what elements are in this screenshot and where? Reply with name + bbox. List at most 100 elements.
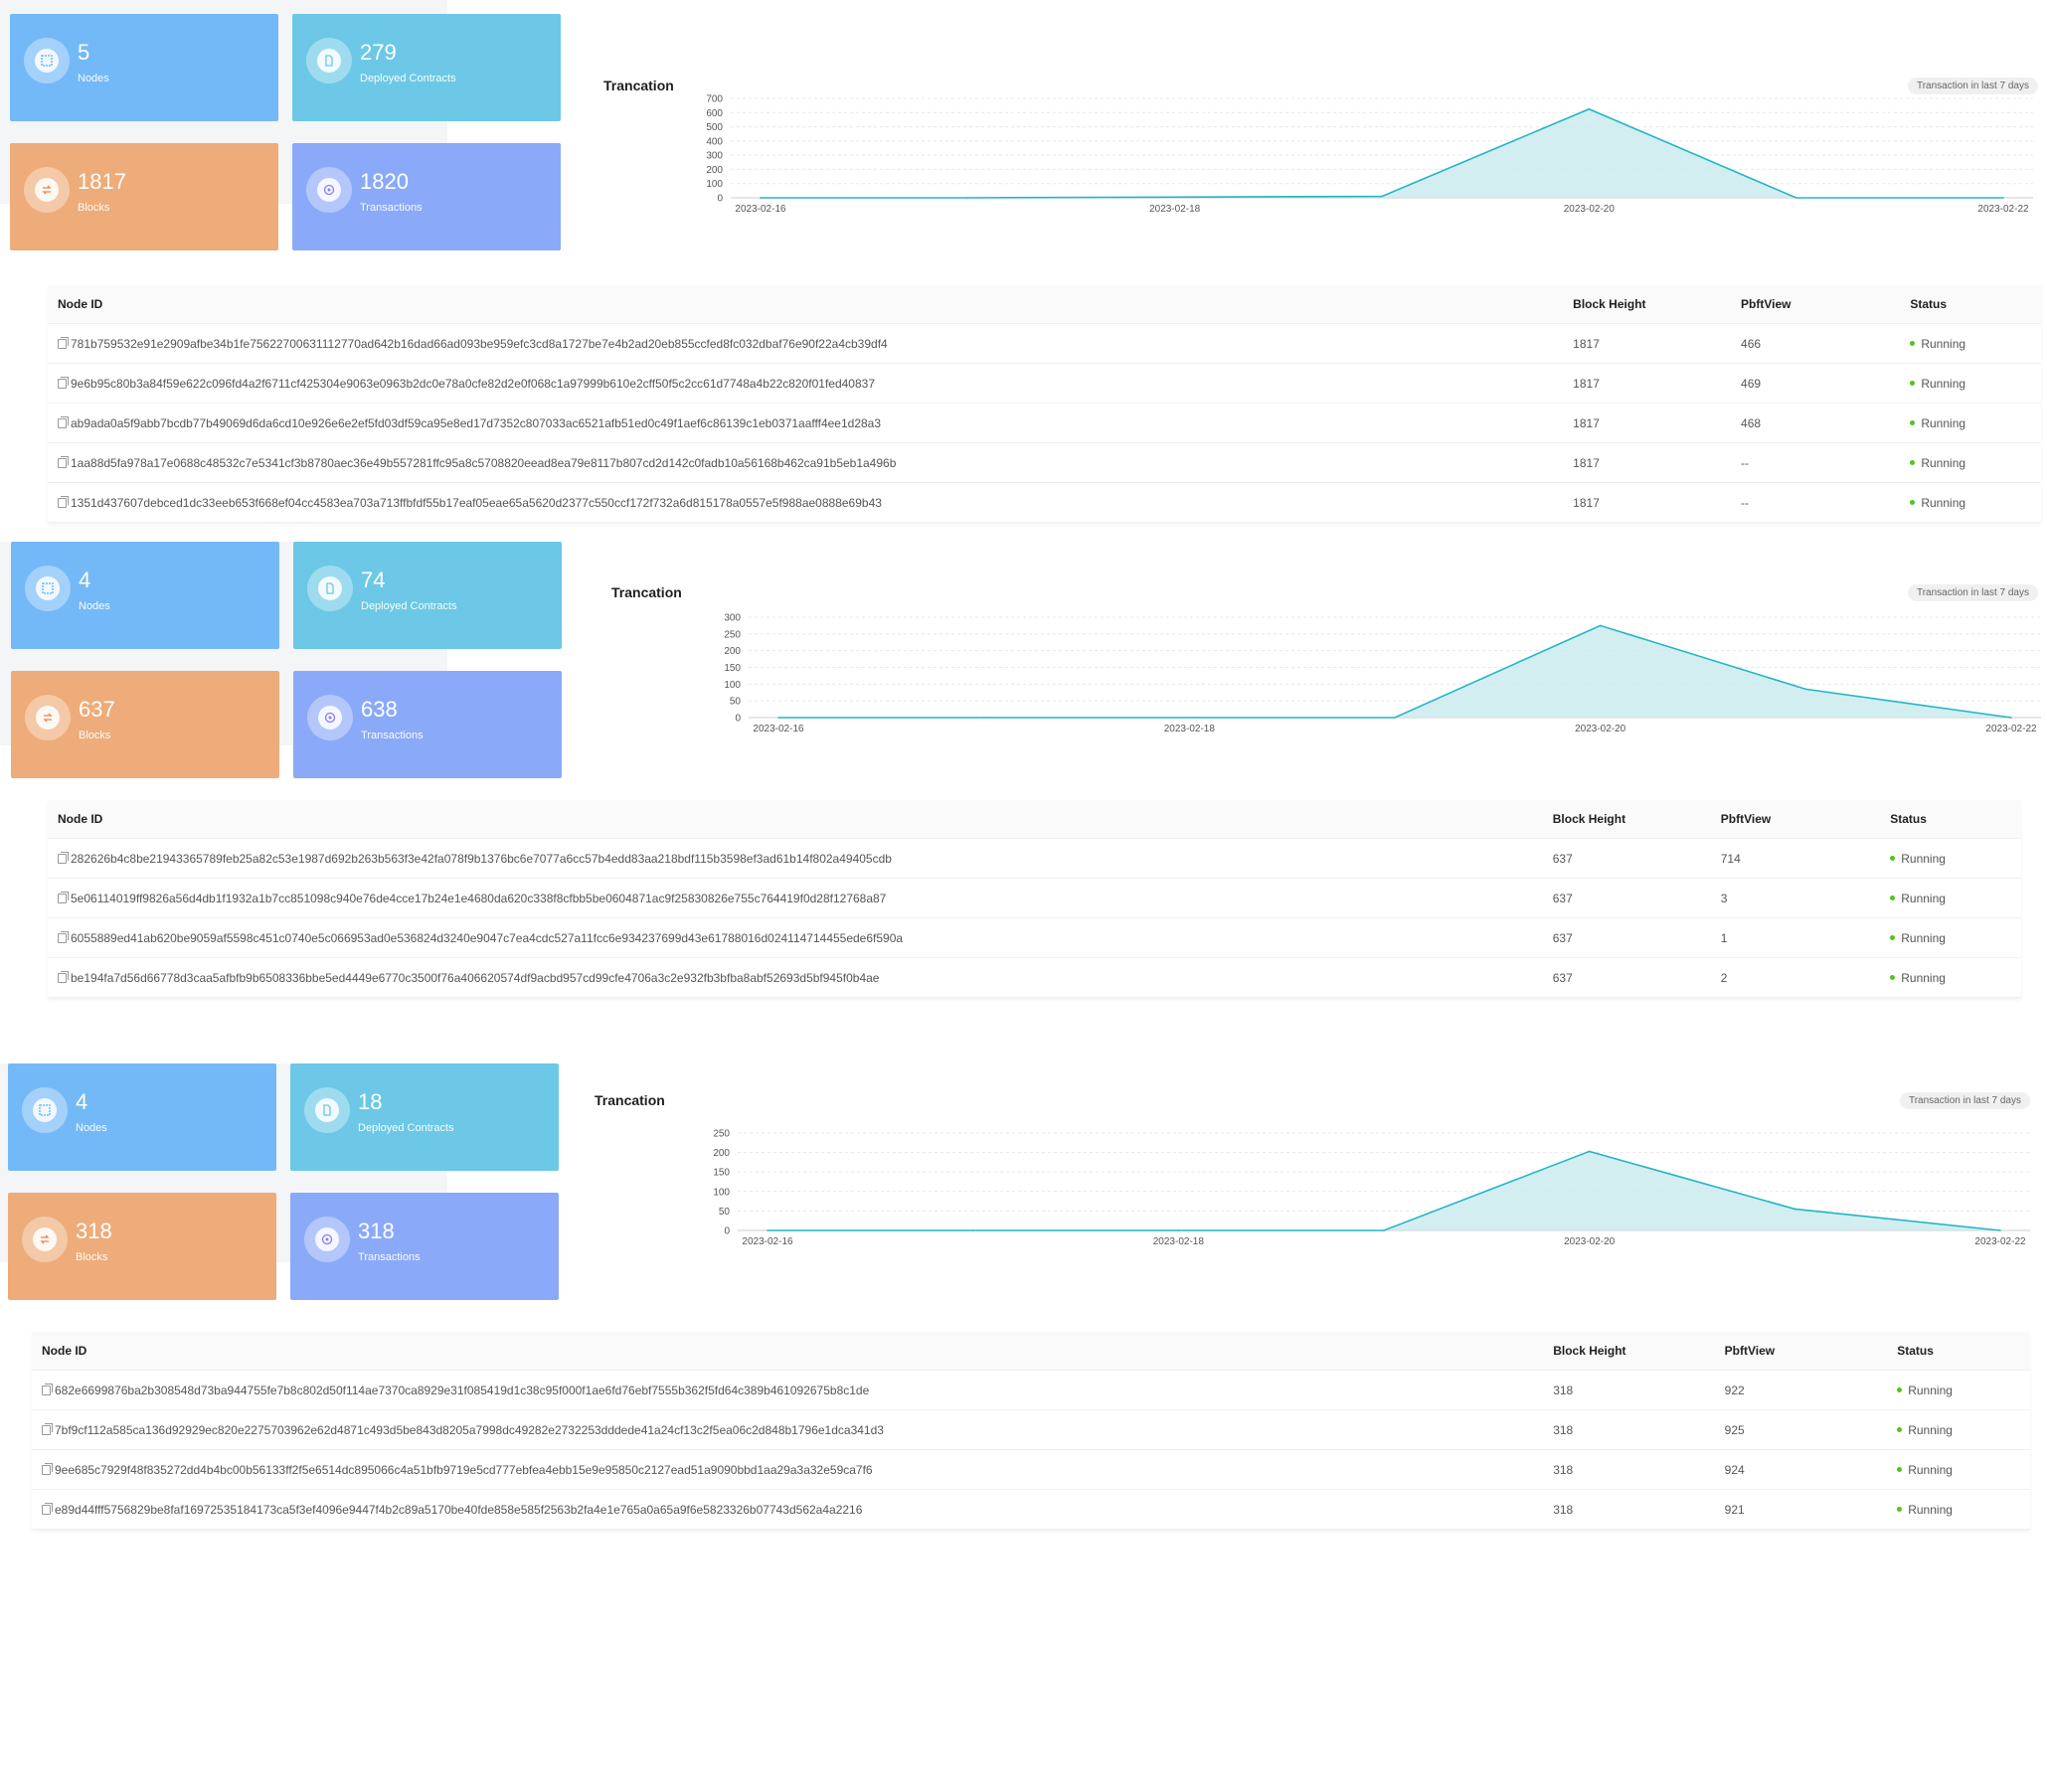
copy-icon[interactable]: [58, 891, 69, 903]
node-id-text: 682e6699876ba2b308548d73ba944755fe7b8c80…: [55, 1383, 870, 1397]
status-text: Running: [1908, 1462, 1953, 1477]
node-id-cell: e89d44fff5756829be8faf16972535184173ca5f…: [32, 1489, 1544, 1530]
table-row[interactable]: 9ee685c7929f48f835272dd4b4bc00b56133ff2f…: [32, 1449, 2030, 1490]
transactions-card: 1820 Transactions: [292, 143, 561, 250]
x-tick-label: 2023-02-18: [1164, 724, 1216, 734]
contract-icon: [318, 576, 342, 600]
network-section: 5 Nodes 279 Deployed Contracts 1817 Bloc…: [0, 0, 2047, 523]
pbft-view-cell: 921: [1714, 1489, 1888, 1530]
copy-icon[interactable]: [42, 1422, 53, 1435]
status-dot-icon: [1910, 499, 1916, 505]
copy-icon[interactable]: [58, 495, 69, 508]
y-tick-label: 200: [713, 1148, 730, 1159]
x-tick-label: 2023-02-16: [753, 724, 804, 734]
table-row[interactable]: 682e6699876ba2b308548d73ba944755fe7b8c80…: [32, 1370, 2030, 1410]
status-cell: Running: [1900, 323, 2041, 364]
nodes-icon: [35, 49, 59, 73]
status-cell: Running: [1880, 838, 2021, 879]
copy-icon[interactable]: [58, 376, 69, 389]
node-id-cell: 9ee685c7929f48f835272dd4b4bc00b56133ff2f…: [32, 1449, 1544, 1490]
nodes-label: Nodes: [76, 1122, 107, 1134]
x-tick-label: 2023-02-18: [1149, 204, 1201, 215]
data-point: [1588, 1150, 1591, 1153]
status-text: Running: [1921, 415, 1966, 430]
copy-icon[interactable]: [58, 851, 69, 864]
node-id-text: 7bf9cf112a585ca136d92929ec820e2275703962…: [55, 1422, 884, 1437]
pbft-view-cell: 466: [1731, 323, 1901, 364]
x-tick-label: 2023-02-20: [1564, 204, 1616, 215]
status-dot-icon: [1910, 419, 1916, 425]
contract-icon: [317, 49, 341, 73]
series-line: [761, 107, 2003, 199]
copy-icon[interactable]: [58, 336, 69, 349]
y-tick-label: 300: [706, 151, 723, 162]
y-tick-label: 200: [724, 646, 741, 657]
blocks-card: 637 Blocks: [11, 671, 279, 778]
table-row[interactable]: 781b759532e91e2909afbe34b1fe756227006311…: [48, 323, 2041, 364]
y-tick-label: 200: [706, 165, 723, 176]
status-dot-icon: [1897, 1426, 1903, 1432]
table-row[interactable]: 282626b4c8be21943365789feb25a82c53e1987d…: [48, 838, 2021, 879]
blocks-card: 318 Blocks: [8, 1193, 276, 1300]
block-height-cell: 1817: [1563, 403, 1732, 443]
pbft-view-cell: 922: [1714, 1370, 1888, 1410]
copy-icon[interactable]: [58, 970, 69, 983]
status-cell: Running: [1900, 363, 2041, 404]
col-status: Status: [1900, 285, 2041, 324]
col-block-height: Block Height: [1543, 1332, 1715, 1371]
node-id-text: 9ee685c7929f48f835272dd4b4bc00b56133ff2f…: [55, 1462, 873, 1477]
copy-icon[interactable]: [42, 1502, 53, 1515]
table-row[interactable]: 6055889ed41ab620be9059af5598c451c0740e5c…: [48, 917, 2021, 958]
table-row[interactable]: 7bf9cf112a585ca136d92929ec820e2275703962…: [32, 1409, 2030, 1450]
block-height-cell: 318: [1543, 1370, 1715, 1410]
status-dot-icon: [1897, 1386, 1903, 1392]
status-text: Running: [1921, 336, 1966, 351]
nodes-count: 4: [76, 1089, 88, 1114]
data-point: [1588, 107, 1591, 110]
col-status: Status: [1880, 800, 2021, 839]
table-row[interactable]: 5e06114019ff9826a56d4db1f1932a1b7cc85109…: [48, 878, 2021, 918]
series-area: [768, 1151, 2000, 1230]
stats-panel: 5 Nodes 279 Deployed Contracts 1817 Bloc…: [0, 0, 561, 250]
y-tick-label: 300: [724, 613, 741, 624]
copy-icon[interactable]: [58, 415, 69, 428]
transactions-count: 318: [358, 1219, 395, 1243]
copy-icon[interactable]: [42, 1462, 53, 1475]
y-tick-label: 100: [713, 1187, 730, 1198]
nodes-icon: [33, 1098, 57, 1122]
node-id-cell: 6055889ed41ab620be9059af5598c451c0740e5c…: [48, 917, 1543, 958]
table-row[interactable]: be194fa7d56d66778d3caa5afbfb9b6508336bbe…: [48, 957, 2021, 998]
copy-icon[interactable]: [58, 930, 69, 943]
table-row[interactable]: e89d44fff5756829be8faf16972535184173ca5f…: [32, 1489, 2030, 1530]
contracts-label: Deployed Contracts: [360, 73, 456, 84]
copy-icon[interactable]: [42, 1383, 53, 1395]
data-point: [1177, 1229, 1180, 1231]
y-tick-label: 150: [724, 663, 741, 674]
status-text: Running: [1901, 851, 1946, 866]
table-row[interactable]: 9e6b95c80b3a84f59e622c096fd4a2f6711cf425…: [48, 363, 2041, 404]
status-cell: Running: [1887, 1370, 2030, 1410]
y-tick-label: 250: [713, 1129, 730, 1140]
table-row[interactable]: 1351d437607debced1dc33eeb653f668ef04cc45…: [48, 482, 2041, 523]
copy-icon[interactable]: [58, 455, 69, 468]
status-dot-icon: [1890, 895, 1896, 900]
data-point: [1794, 197, 1797, 199]
y-tick-label: 500: [706, 122, 723, 133]
nodes-card: 4 Nodes: [11, 542, 279, 649]
pbft-view-cell: 714: [1710, 838, 1881, 879]
y-tick-label: 100: [724, 680, 741, 691]
table-row[interactable]: 1aa88d5fa978a17e0688c48532c7e5341cf3b878…: [48, 442, 2041, 483]
contracts-count: 279: [360, 40, 397, 65]
status-dot-icon: [1897, 1466, 1903, 1472]
x-tick-label: 2023-02-20: [1575, 724, 1626, 734]
node-id-cell: 1aa88d5fa978a17e0688c48532c7e5341cf3b878…: [48, 442, 1564, 483]
blocks-card: 1817 Blocks: [10, 143, 278, 250]
table-row[interactable]: ab9ada0a5f9abb7bcdb77b49069d6da6cd10e926…: [48, 403, 2041, 443]
status-text: Running: [1921, 455, 1966, 470]
status-cell: Running: [1900, 442, 2041, 483]
contracts-label: Deployed Contracts: [361, 600, 457, 612]
status-text: Running: [1901, 970, 1946, 985]
nodes-icon: [36, 576, 60, 600]
col-pbft-view: PbftView: [1731, 285, 1901, 324]
block-height-cell: 637: [1542, 957, 1711, 998]
